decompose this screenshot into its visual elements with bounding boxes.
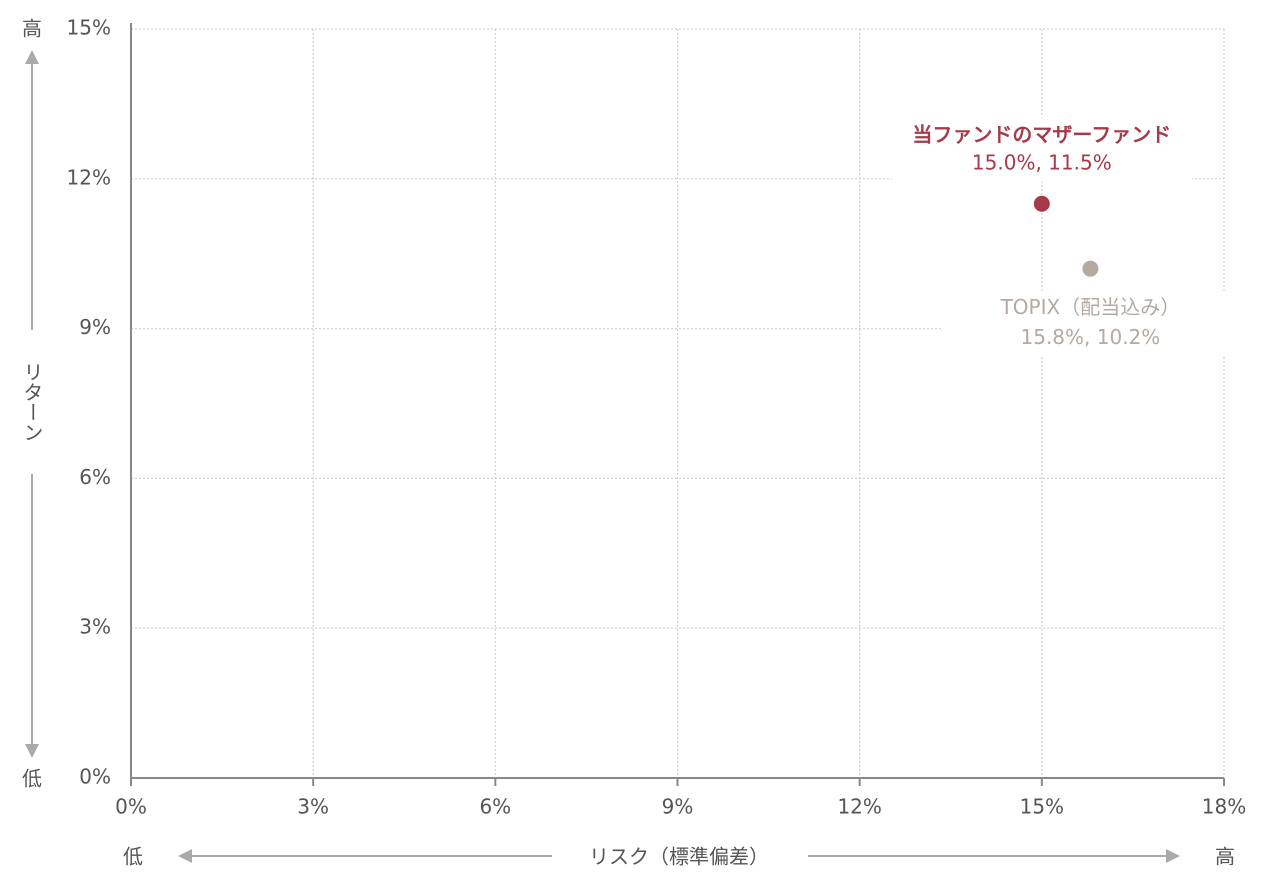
x-tick-label: 15%: [1020, 795, 1064, 819]
x-tick-label: 9%: [662, 795, 694, 819]
x-tick-label: 3%: [297, 795, 329, 819]
series-name: 当ファンドのマザーファンド: [912, 122, 1171, 146]
point: [1033, 195, 1050, 212]
y-tick-label: 3%: [79, 615, 111, 639]
arrow-head: [178, 849, 192, 863]
series-name: TOPIX（配当込み）: [1000, 295, 1181, 319]
value-label: 15.8%, 10.2%: [1021, 325, 1161, 349]
x-tick-label: 18%: [1202, 795, 1246, 819]
y-tick-label: 9%: [79, 315, 111, 339]
y-tick-label: 12%: [67, 165, 111, 189]
y-low-label: 低: [22, 767, 42, 791]
point: [1082, 260, 1099, 277]
x-tick-label: 6%: [479, 795, 511, 819]
arrow-head: [25, 744, 39, 758]
y-tick-label: 0%: [79, 765, 111, 789]
arrow-head: [25, 50, 39, 64]
x-tick-label: 12%: [837, 795, 881, 819]
y-axis-label: リターン: [20, 362, 44, 442]
x-low-label: 低: [123, 845, 143, 869]
label-background: [891, 117, 1192, 182]
label-background: [940, 290, 1241, 357]
x-axis-label: リスク（標準偏差）: [589, 845, 769, 869]
y-tick-label: 6%: [79, 465, 111, 489]
y-tick-label: 15%: [67, 16, 111, 40]
x-high-label: 高: [1215, 845, 1235, 869]
value-label: 15.0%, 11.5%: [972, 150, 1112, 174]
x-tick-label: 0%: [115, 795, 147, 819]
y-high-label: 高: [22, 17, 42, 41]
axis-arrows: [25, 50, 1180, 863]
arrow-head: [1166, 849, 1180, 863]
